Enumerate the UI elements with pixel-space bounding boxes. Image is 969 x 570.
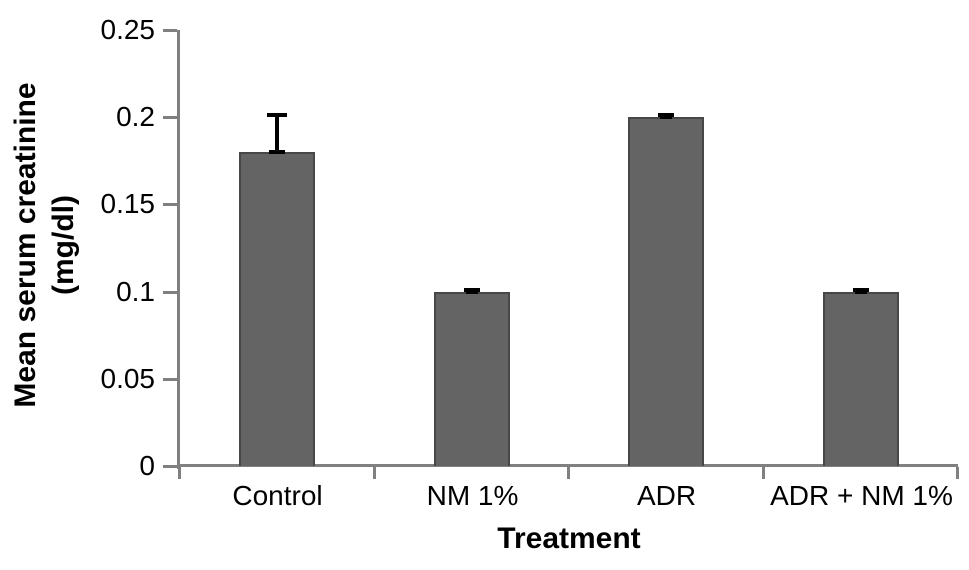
- y-tick-mark: [163, 203, 177, 206]
- y-tick-label: 0.15: [100, 188, 156, 219]
- bar-control: [239, 152, 315, 466]
- bar-adr-nm-1-: [823, 292, 899, 466]
- y-tick-label: 0.1: [116, 276, 155, 307]
- y-axis-line: [177, 30, 180, 469]
- y-tick-mark: [163, 465, 177, 468]
- x-tick-label-adr: ADR: [636, 480, 697, 511]
- y-tick-mark: [163, 116, 177, 119]
- y-tick-mark: [163, 291, 177, 294]
- x-axis-line: [177, 464, 958, 467]
- y-axis-title-line2: (mg/dl): [47, 195, 80, 295]
- x-axis-title: Treatment: [497, 522, 641, 555]
- error-bar-bottom-cap: [855, 290, 867, 294]
- x-tick-label-control: Control: [232, 480, 323, 511]
- y-tick-label: 0.05: [100, 363, 156, 394]
- y-tick-label: 0: [139, 450, 155, 481]
- x-tick-mark: [373, 467, 376, 479]
- x-tick-mark: [956, 467, 959, 479]
- x-tick-mark: [178, 467, 181, 479]
- y-tick-label: 0.25: [100, 14, 156, 45]
- error-bar-bottom-cap: [660, 115, 672, 119]
- y-tick-label: 0.2: [116, 101, 155, 132]
- y-tick-mark: [163, 378, 177, 381]
- bar-nm-1-: [434, 292, 510, 466]
- y-tick-mark: [163, 29, 177, 32]
- y-axis-title-line1: Mean serum creatinine: [9, 82, 42, 408]
- x-tick-mark: [567, 467, 570, 479]
- bar-adr: [628, 117, 704, 466]
- error-bar-stem: [275, 115, 279, 152]
- error-bar-bottom-cap: [466, 290, 478, 294]
- x-tick-label-nm-1-: NM 1%: [426, 480, 519, 511]
- x-tick-label-adr-nm-1-: ADR + NM 1%: [770, 480, 953, 511]
- error-bar-top-cap: [267, 113, 287, 117]
- x-tick-mark: [762, 467, 765, 479]
- error-bar-bottom-cap: [269, 150, 285, 154]
- y-axis-title: Mean serum creatinine (mg/dl): [7, 5, 87, 485]
